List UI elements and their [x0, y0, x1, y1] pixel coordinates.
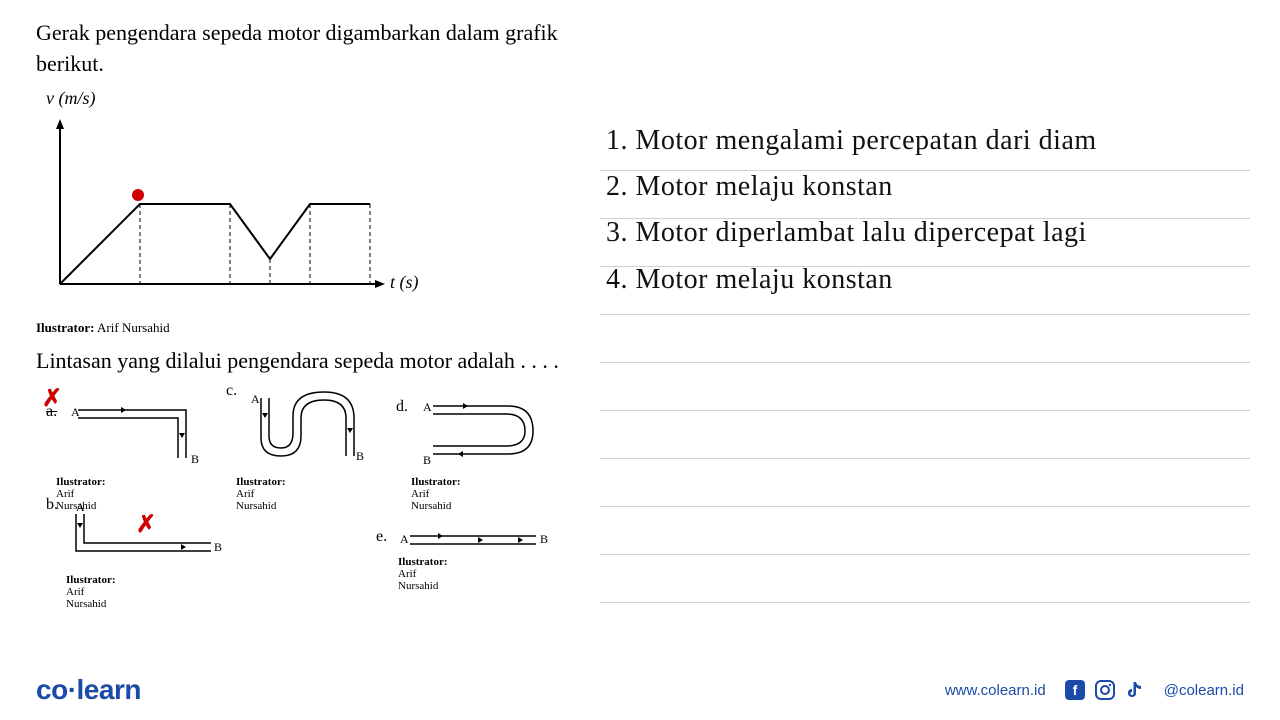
svg-text:A: A — [251, 392, 260, 406]
facebook-icon: f — [1064, 679, 1086, 701]
x-axis-label: t (s) — [390, 272, 419, 293]
svg-text:A: A — [400, 532, 409, 546]
option-credit: Ilustrator: Arif Nursahid — [66, 574, 116, 610]
svg-text:A: A — [71, 405, 80, 419]
svg-text:A: A — [423, 400, 432, 414]
answer-options: ✗ a. A B Ilustrator: Arif Nursahid c. A — [36, 388, 576, 608]
website-url: www.colearn.id — [945, 682, 1046, 699]
handwritten-note-2: 2. Motor melaju konstan — [606, 164, 1236, 210]
footer: co·learn www.colearn.id f @colearn.id — [0, 660, 1280, 720]
handwritten-note-3: 3. Motor diperlambat lalu dipercepat lag… — [606, 210, 1236, 256]
option-credit: Ilustrator: Arif Nursahid — [411, 476, 461, 512]
svg-text:B: B — [356, 449, 364, 463]
y-axis-label: v (m/s) — [46, 88, 576, 109]
option-label-e: e. — [376, 528, 387, 546]
svg-text:A: A — [76, 500, 85, 514]
question-stem: Lintasan yang dilalui pengendara sepeda … — [36, 346, 576, 377]
option-label-c: c. — [226, 382, 237, 400]
option-credit: Ilustrator: Arif Nursahid — [236, 476, 286, 512]
svg-text:B: B — [191, 452, 199, 466]
svg-text:B: B — [214, 540, 222, 554]
tiktok-icon — [1124, 679, 1146, 701]
red-marker-dot — [132, 189, 144, 201]
handwritten-note-4: 4. Motor melaju konstan — [606, 257, 1236, 303]
social-handle: @colearn.id — [1164, 682, 1244, 699]
option-label-d: d. — [396, 398, 408, 416]
colearn-logo: co·learn — [36, 674, 141, 706]
handwritten-note-1: 1. Motor mengalami percepatan dari diam — [606, 118, 1236, 164]
option-credit: Ilustrator: Arif Nursahid — [398, 556, 448, 592]
instagram-icon — [1094, 679, 1116, 701]
svg-text:B: B — [423, 453, 431, 466]
svg-text:f: f — [1072, 682, 1077, 698]
option-label-a: a. — [46, 403, 57, 421]
question-intro: Gerak pengendara sepeda motor digambarka… — [36, 18, 576, 80]
svg-text:B: B — [540, 532, 548, 546]
velocity-time-graph: t (s) — [40, 114, 420, 314]
option-label-b: b. — [46, 496, 58, 514]
graph-credit: Ilustrator: Arif Nursahid — [36, 320, 576, 336]
